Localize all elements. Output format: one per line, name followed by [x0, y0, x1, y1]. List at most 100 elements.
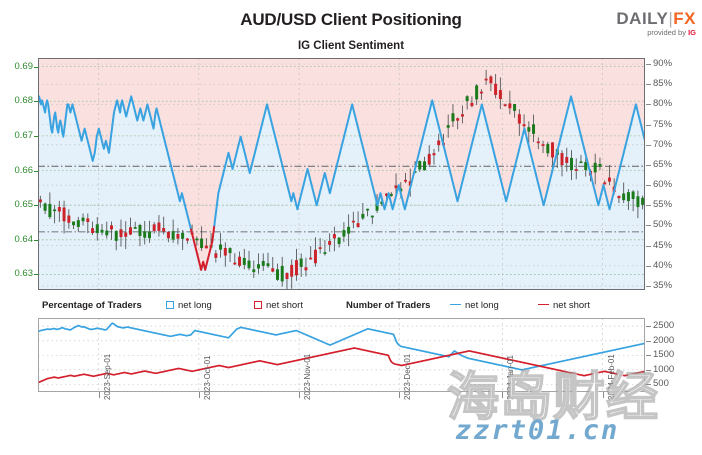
line-icon-blue	[450, 304, 461, 305]
y-axis-tick-percent: 90%	[653, 58, 673, 70]
candle-body	[95, 224, 99, 234]
candle-body	[48, 203, 52, 218]
y-axis-tickmark-right	[646, 225, 651, 227]
candle-body	[53, 209, 57, 212]
y-axis-tickmark-right	[646, 104, 651, 106]
y-axis-tick-price: 0.66	[14, 164, 34, 176]
candle-body	[91, 228, 95, 233]
candle-body	[147, 231, 151, 239]
candle-body	[323, 252, 327, 254]
candle-body	[152, 224, 156, 232]
candle-body	[299, 258, 303, 267]
watermark-url: zzrt01.cn	[455, 415, 620, 446]
candle-body	[607, 177, 611, 182]
legend-item-pct-net-short[interactable]: net short	[254, 299, 303, 313]
candle-body	[617, 195, 621, 199]
candle-body	[532, 124, 536, 134]
y-axis-tickmark-lower	[646, 340, 651, 342]
candle-body	[128, 227, 132, 235]
y-axis-tickmark-right	[646, 164, 651, 166]
candle-body	[484, 78, 488, 81]
candle-body	[114, 231, 118, 241]
candle-body	[124, 232, 128, 237]
y-axis-tick-percent: 50%	[653, 219, 673, 231]
candle-body	[574, 169, 578, 171]
candle-body	[233, 262, 237, 265]
x-axis-tickmark	[502, 392, 504, 398]
candle-body	[143, 231, 147, 238]
candle-body	[465, 96, 469, 102]
candle-body	[603, 182, 607, 185]
x-axis-tickmark	[98, 392, 100, 398]
candle-body	[138, 225, 142, 236]
y-axis-tick-price: 0.64	[14, 233, 34, 245]
square-icon-red	[254, 301, 262, 309]
y-axis-tickmark-right	[646, 144, 651, 146]
y-axis-tickmark-left	[34, 66, 38, 68]
y-axis-tickmark-left	[34, 170, 38, 172]
candle-body	[579, 161, 583, 164]
candle-body	[479, 91, 483, 94]
candle-body	[166, 231, 170, 239]
y-axis-tick-price: 0.69	[14, 60, 34, 72]
candle-body	[313, 249, 317, 264]
count-line-net-short	[38, 347, 645, 384]
line-icon-red	[538, 304, 549, 305]
candle-body	[427, 153, 431, 165]
candle-body	[200, 238, 204, 249]
legend-item-num-net-short[interactable]: net short	[538, 299, 590, 313]
y-axis-tick-count: 1000	[653, 363, 675, 375]
candle-body	[404, 179, 408, 182]
candle-body	[631, 191, 635, 199]
y-axis-tick-count: 1500	[653, 349, 675, 361]
candle-body	[593, 162, 597, 173]
candle-body	[38, 199, 42, 203]
candle-body	[266, 263, 270, 267]
candle-body	[176, 234, 180, 239]
candle-body	[366, 208, 370, 211]
candle-body	[332, 234, 336, 239]
legend-group-number-label: Number of Traders	[346, 300, 431, 311]
sentiment-line-net-short	[190, 224, 216, 271]
y-axis-tick-percent: 85%	[653, 78, 673, 90]
candle-body	[318, 247, 322, 249]
x-axis-tick-label: 2024-Feb-01	[606, 354, 616, 400]
logo-fx-text: FX	[673, 9, 696, 28]
y-axis-tick-price: 0.65	[14, 199, 34, 211]
sentiment-line-net-long	[213, 95, 645, 227]
candle-body	[342, 230, 346, 237]
legend-item-pct-net-long[interactable]: net long	[166, 299, 212, 313]
chart-subtitle: IG Client Sentiment	[297, 40, 405, 52]
chart-background-netshort	[38, 58, 645, 270]
y-axis-tickmark-lower	[646, 369, 651, 371]
legend-item-num-net-long[interactable]: net long	[450, 299, 499, 313]
candle-body	[119, 229, 123, 238]
candle-body	[219, 244, 223, 250]
candle-body	[252, 269, 256, 273]
candle-body	[43, 203, 47, 211]
candle-body	[304, 267, 308, 271]
square-icon-blue	[166, 301, 174, 309]
logo-provided-by-label: provided by	[647, 28, 686, 37]
y-axis-tick-price: 0.63	[14, 268, 34, 280]
y-axis-tick-price: 0.68	[14, 95, 34, 107]
trader-count-chart	[38, 318, 645, 392]
candle-body	[181, 232, 185, 239]
candle-body	[437, 140, 441, 146]
candle-body	[361, 213, 365, 219]
candle-body	[100, 229, 104, 233]
candle-body	[72, 221, 76, 226]
y-axis-tickmark-right	[646, 64, 651, 66]
candle-body	[489, 76, 493, 84]
candle-body	[290, 264, 294, 277]
candle-body	[228, 248, 232, 254]
x-axis-tickmark	[399, 392, 401, 398]
y-axis-tickmark-left	[34, 239, 38, 241]
candle-body	[456, 118, 460, 121]
sentiment-line-series	[38, 95, 645, 271]
candle-body	[636, 196, 640, 208]
y-axis-tickmark-left	[34, 135, 38, 137]
candle-body	[475, 85, 479, 100]
candle-body	[261, 260, 265, 266]
y-axis-tickmark-right	[646, 265, 651, 267]
